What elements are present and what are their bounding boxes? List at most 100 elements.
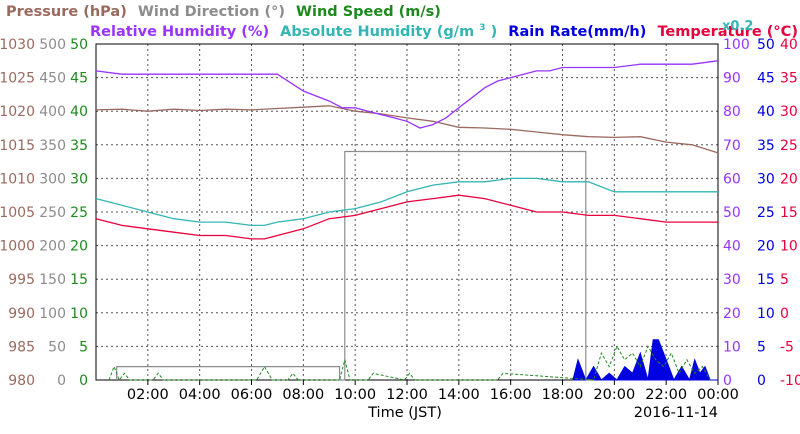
y-tick-label-wind-direction: 500 xyxy=(39,37,66,53)
x-tick-label: 06:00 xyxy=(231,387,273,403)
y-tick-label-rain-rate: 50 xyxy=(757,37,775,53)
y-tick-label-wind-speed: 10 xyxy=(70,306,88,322)
y-tick-label-temperature: 25 xyxy=(780,138,798,154)
svg-text:Pressure (hPa) Wind Direct: Pressure (hPa) Wind Direction (°) Wind S… xyxy=(6,4,441,20)
plot-area: 02:00 04:00 06:00 08:00 10:00 12:00 14:00 16:00… xyxy=(0,37,800,403)
x-tick-label: 08:00 xyxy=(282,387,324,403)
x-tick-label: 10:00 xyxy=(334,387,376,403)
y-tick-label-wind-direction: 200 xyxy=(39,239,66,255)
y-tick-label-temperature: 5 xyxy=(780,272,789,288)
y-tick-label-wind-direction: 100 xyxy=(39,306,66,322)
y-tick-label-humidity: 100 xyxy=(723,37,750,53)
y-tick-label-temperature: -10 xyxy=(780,373,800,389)
chart-date: 2016-11-14 xyxy=(634,405,718,421)
y-tick-label-pressure: 990 xyxy=(8,306,35,322)
y-tick-label-humidity: 30 xyxy=(723,272,741,288)
y-tick-label-wind-direction: 300 xyxy=(39,171,66,187)
legend-rain-rate: Rain Rate(mm/h) xyxy=(508,24,646,40)
y-tick-label-wind-speed: 35 xyxy=(70,138,88,154)
x-tick-label: 02:00 xyxy=(127,387,169,403)
x-tick-label: 12:00 xyxy=(386,387,428,403)
y-tick-label-pressure: 980 xyxy=(8,373,35,389)
y-tick-label-rain-rate: 40 xyxy=(757,104,775,120)
y-tick-label-wind-speed: 45 xyxy=(70,71,88,87)
y-tick-label-wind-speed: 40 xyxy=(70,104,88,120)
y-tick-label-rain-rate: 15 xyxy=(757,272,775,288)
y-tick-label-rain-rate: 30 xyxy=(757,171,775,187)
y-tick-label-temperature: 10 xyxy=(780,239,798,255)
y-tick-label-rain-rate: 5 xyxy=(757,339,766,355)
x-tick-label: 14:00 xyxy=(438,387,480,403)
series-wind-speed xyxy=(108,345,711,382)
y-tick-label-rain-rate: 25 xyxy=(757,205,775,221)
y-tick-label-wind-direction: 150 xyxy=(39,272,66,288)
y-tick-label-humidity: 50 xyxy=(723,205,741,221)
legend-temperature: Temperature (°C) xyxy=(657,24,798,40)
y-tick-label-pressure: 995 xyxy=(8,272,35,288)
x-tick-label: 16:00 xyxy=(490,387,532,403)
x-axis-label: Time (JST) xyxy=(367,405,442,421)
legend-abs-humidity: Absolute Humidity (g/m xyxy=(280,24,474,40)
y-tick-label-temperature: -5 xyxy=(780,339,794,355)
y-tick-label-wind-speed: 30 xyxy=(70,171,88,187)
series-pressure xyxy=(95,105,719,154)
y-tick-label-wind-speed: 5 xyxy=(79,339,88,355)
y-tick-label-wind-direction: 350 xyxy=(39,138,66,154)
y-tick-label-pressure: 1005 xyxy=(0,205,35,221)
y-tick-label-wind-speed: 50 xyxy=(70,37,88,53)
legend-abs-humidity-tail: ) xyxy=(491,24,498,40)
y-tick-label-wind-speed: 20 xyxy=(70,239,88,255)
y-tick-label-wind-direction: 0 xyxy=(57,373,66,389)
x-tick-label: 18:00 xyxy=(542,387,584,403)
y-tick-label-temperature: 30 xyxy=(780,104,798,120)
y-tick-label-wind-speed: 0 xyxy=(79,373,88,389)
y-tick-label-humidity: 90 xyxy=(723,71,741,87)
y-tick-label-humidity: 10 xyxy=(723,339,741,355)
legend-pressure: Pressure (hPa) xyxy=(6,4,127,20)
series-rain-rate xyxy=(572,339,718,382)
rain-scale-label: x0.2 xyxy=(722,19,753,34)
y-tick-label-rain-rate: 0 xyxy=(757,373,766,389)
series-wind-direction xyxy=(116,150,594,381)
x-tick-label: 04:00 xyxy=(179,387,221,403)
y-tick-label-rain-rate: 20 xyxy=(757,239,775,255)
series-absolute-humidity xyxy=(95,177,718,227)
y-tick-label-pressure: 1015 xyxy=(0,138,35,154)
y-tick-label-humidity: 80 xyxy=(723,104,741,120)
y-tick-label-temperature: 35 xyxy=(780,71,798,87)
y-tick-label-pressure: 1025 xyxy=(0,71,35,87)
svg-text:Relative Humidity (%) Abso: Relative Humidity (%) Absolute Humidity … xyxy=(90,18,798,40)
x-tick-label: 22:00 xyxy=(645,387,687,403)
y-tick-label-pressure: 1000 xyxy=(0,239,35,255)
y-tick-label-humidity: 60 xyxy=(723,171,741,187)
y-tick-label-temperature: 20 xyxy=(780,171,798,187)
legend-wind-speed: Wind Speed (m/s) xyxy=(296,4,441,20)
y-tick-label-wind-direction: 250 xyxy=(39,205,66,221)
y-tick-label-rain-rate: 35 xyxy=(757,138,775,154)
y-tick-label-rain-rate: 45 xyxy=(757,71,775,87)
y-tick-label-wind-direction: 50 xyxy=(48,339,66,355)
y-tick-label-wind-speed: 25 xyxy=(70,205,88,221)
legend-abs-humidity-sup: 3 xyxy=(479,23,485,33)
y-tick-label-temperature: 0 xyxy=(780,306,789,322)
y-tick-label-pressure: 985 xyxy=(8,339,35,355)
y-tick-label-humidity: 70 xyxy=(723,138,741,154)
x-tick-label: 00:00 xyxy=(697,387,739,403)
y-tick-label-humidity: 0 xyxy=(723,373,732,389)
y-tick-label-temperature: 15 xyxy=(780,205,798,221)
y-tick-label-rain-rate: 10 xyxy=(757,306,775,322)
legend-humidity: Relative Humidity (%) xyxy=(90,24,269,40)
legend-wind-direction: Wind Direction (°) xyxy=(138,4,285,20)
x-tick-label: 20:00 xyxy=(593,387,635,403)
series-temperature xyxy=(95,194,718,240)
y-tick-label-wind-speed: 15 xyxy=(70,272,88,288)
series-relative-humidity xyxy=(95,60,719,129)
y-tick-label-temperature: 40 xyxy=(780,37,798,53)
y-tick-label-pressure: 1030 xyxy=(0,37,35,53)
y-tick-label-humidity: 20 xyxy=(723,306,741,322)
y-tick-label-wind-direction: 450 xyxy=(39,71,66,87)
y-tick-label-pressure: 1020 xyxy=(0,104,35,120)
y-tick-label-pressure: 1010 xyxy=(0,171,35,187)
y-tick-label-humidity: 40 xyxy=(723,239,741,255)
